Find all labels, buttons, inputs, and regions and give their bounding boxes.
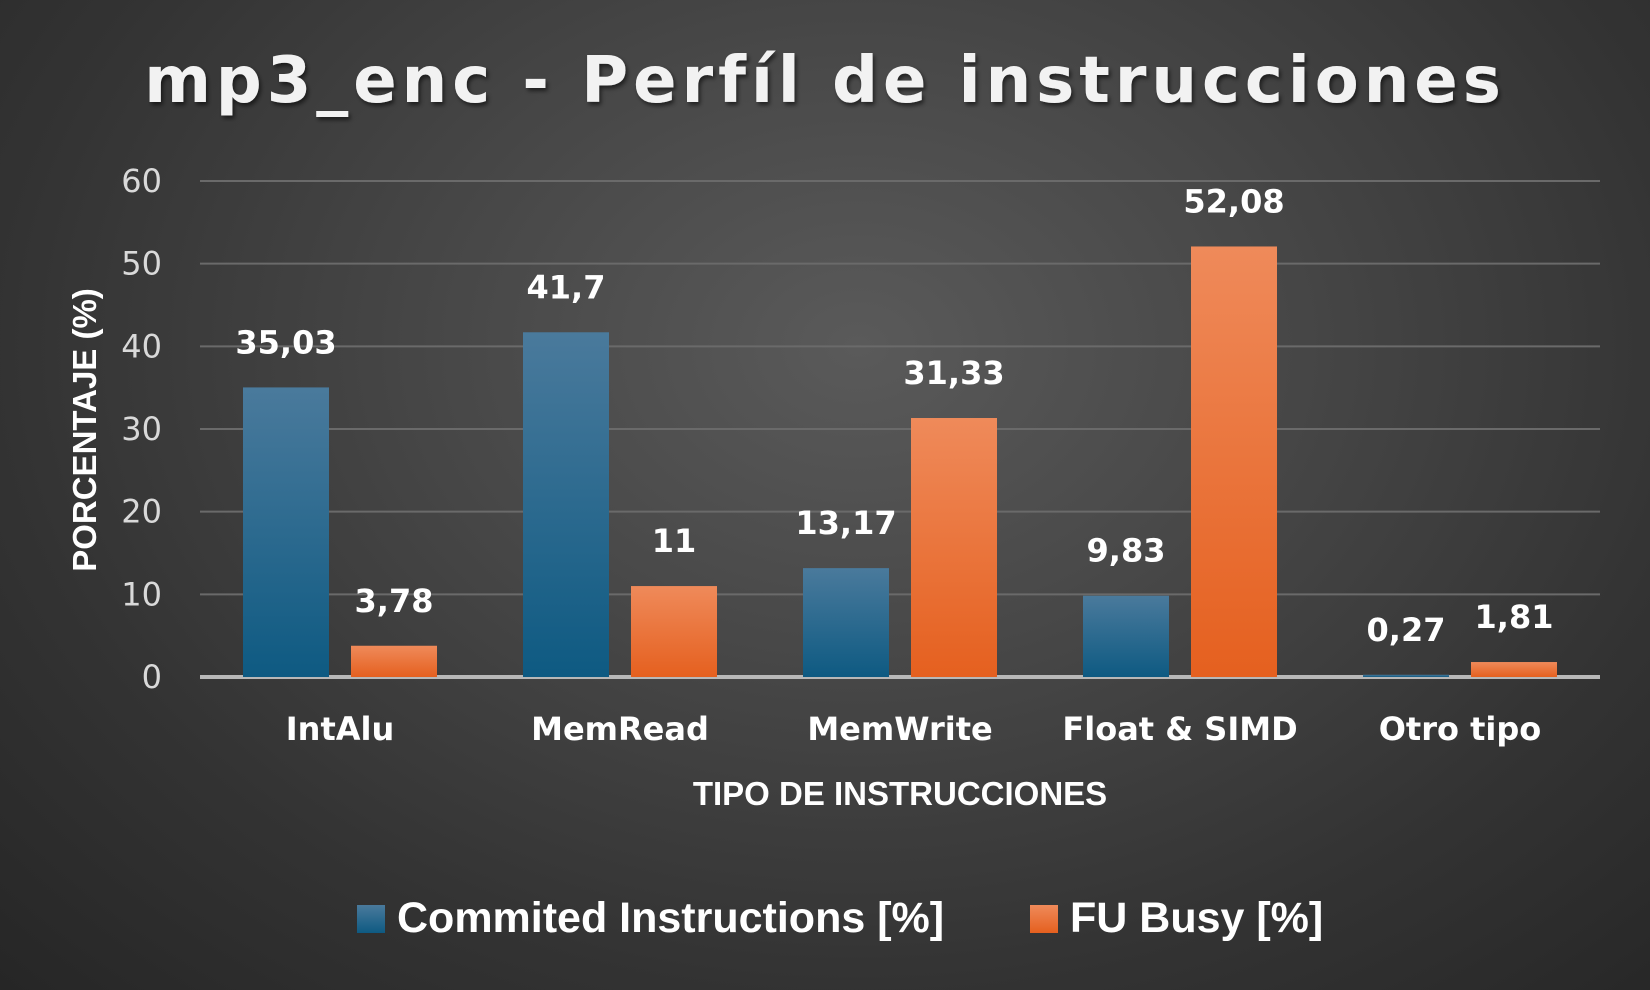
y-tick-label: 30 xyxy=(121,410,162,448)
fu-busy-bar xyxy=(631,586,717,677)
committed-bar xyxy=(1363,674,1449,677)
data-label: 31,33 xyxy=(903,354,1004,392)
fu-busy-bar xyxy=(351,645,437,677)
data-label: 0,27 xyxy=(1367,611,1446,649)
x-category-label: Float & SIMD xyxy=(1062,710,1297,748)
chart-title: mp3_enc - Perfíl de instrucciones xyxy=(144,44,1506,118)
legend: Commited Instructions [%] FU Busy [%] xyxy=(357,894,1323,942)
x-category-label: MemWrite xyxy=(807,710,992,748)
legend-item-fu-busy: FU Busy [%] xyxy=(1030,894,1323,942)
y-axis-ticks: 0 10 20 30 40 50 60 xyxy=(121,162,162,696)
y-tick-label: 40 xyxy=(121,327,162,365)
y-tick-label: 20 xyxy=(121,493,162,531)
data-label: 52,08 xyxy=(1183,182,1284,220)
data-label: 11 xyxy=(652,522,697,560)
y-tick-label: 60 xyxy=(121,162,162,200)
committed-bar xyxy=(1083,595,1169,677)
x-category-label: MemRead xyxy=(531,710,709,748)
x-axis-categories: IntAlu MemRead MemWrite Float & SIMD Otro ti… xyxy=(286,710,1542,748)
committed-bar xyxy=(803,568,889,677)
committed-bar xyxy=(243,387,329,677)
fu-busy-bar xyxy=(911,418,997,677)
fu-busy-bar xyxy=(1471,662,1557,677)
fu-busy-bar xyxy=(1191,246,1277,678)
data-label: 3,78 xyxy=(355,582,434,620)
y-axis-title: PORCENTAJE (%) xyxy=(66,288,103,572)
legend-swatch xyxy=(357,905,385,933)
data-label: 9,83 xyxy=(1087,532,1166,570)
data-label: 41,7 xyxy=(527,268,606,306)
y-tick-label: 10 xyxy=(121,575,162,613)
y-tick-label: 50 xyxy=(121,245,162,283)
legend-label: FU Busy [%] xyxy=(1070,894,1323,942)
data-label: 13,17 xyxy=(795,504,896,542)
x-axis-title: TIPO DE INSTRUCCIONES xyxy=(693,775,1107,812)
y-tick-label: 0 xyxy=(142,658,162,696)
legend-swatch xyxy=(1030,905,1058,933)
committed-bar xyxy=(523,332,609,677)
x-category-label: IntAlu xyxy=(286,710,395,748)
legend-item-committed: Commited Instructions [%] xyxy=(357,894,944,942)
x-category-label: Otro tipo xyxy=(1379,710,1542,748)
legend-label: Commited Instructions [%] xyxy=(397,894,944,942)
data-label: 35,03 xyxy=(235,323,336,361)
data-labels: 35,03 3,78 41,7 11 13,17 31,33 9,83 52,08 0,27 1,… xyxy=(235,182,1553,648)
bars xyxy=(243,246,1557,678)
data-label: 1,81 xyxy=(1475,598,1554,636)
